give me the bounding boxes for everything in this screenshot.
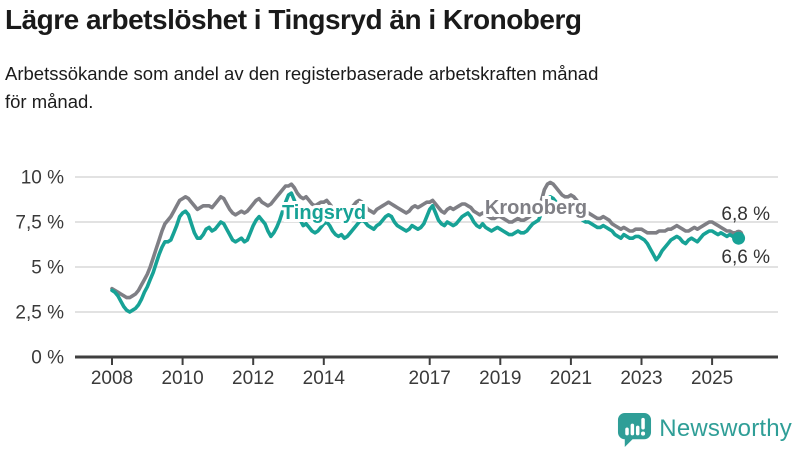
chart-subtitle: Arbetssökande som andel av den registerb… [5, 60, 598, 116]
kronoberg-line [110, 180, 741, 300]
y-tick-label: 10 % [21, 168, 64, 189]
tingsryd-end-value: 6,6 % [721, 247, 770, 268]
series-lines [110, 180, 741, 314]
y-tick-label: 0 % [31, 348, 64, 369]
newsworthy-logo: Newsworthy [617, 410, 792, 448]
x-tick-label: 2019 [479, 368, 521, 389]
x-tick-label: 2012 [232, 368, 274, 389]
y-tick-label: 2,5 % [15, 303, 64, 324]
x-tick-label: 2023 [620, 368, 662, 389]
x-tick-label: 2008 [91, 368, 133, 389]
chart-labels: Kronoberg 6,8 % Tingsryd 6,6 % [279, 194, 770, 268]
gridlines [75, 176, 778, 313]
bar-chart-speech-bubble-icon [618, 412, 652, 447]
tingsryd-series-label: Tingsryd [282, 202, 366, 224]
subtitle-line-1: Arbetssökande som andel av den registerb… [5, 63, 599, 84]
brand-name: Newsworthy [659, 415, 792, 442]
x-tick-label: 2017 [409, 368, 451, 389]
subtitle-line-2: för månad. [5, 91, 94, 112]
y-tick-label: 5 % [31, 258, 64, 279]
y-tick-label: 7,5 % [15, 213, 64, 234]
axes: 0 % 2,5 % 5 % 7,5 % 10 % 2008 2010 2012 2014 2017… [15, 168, 778, 389]
page-title: Lägre arbetslöshet i Tingsryd än i Krono… [5, 4, 582, 35]
kronoberg-series-label: Kronoberg [485, 197, 587, 219]
x-tick-label: 2014 [303, 368, 346, 389]
x-tick-label: 2025 [691, 368, 733, 389]
kronoberg-end-value: 6,8 % [721, 204, 770, 225]
x-tick-label: 2021 [550, 368, 592, 389]
tingsryd-line [110, 191, 741, 314]
tingsryd-end-dot [732, 231, 746, 245]
x-tick-label: 2010 [161, 368, 203, 389]
